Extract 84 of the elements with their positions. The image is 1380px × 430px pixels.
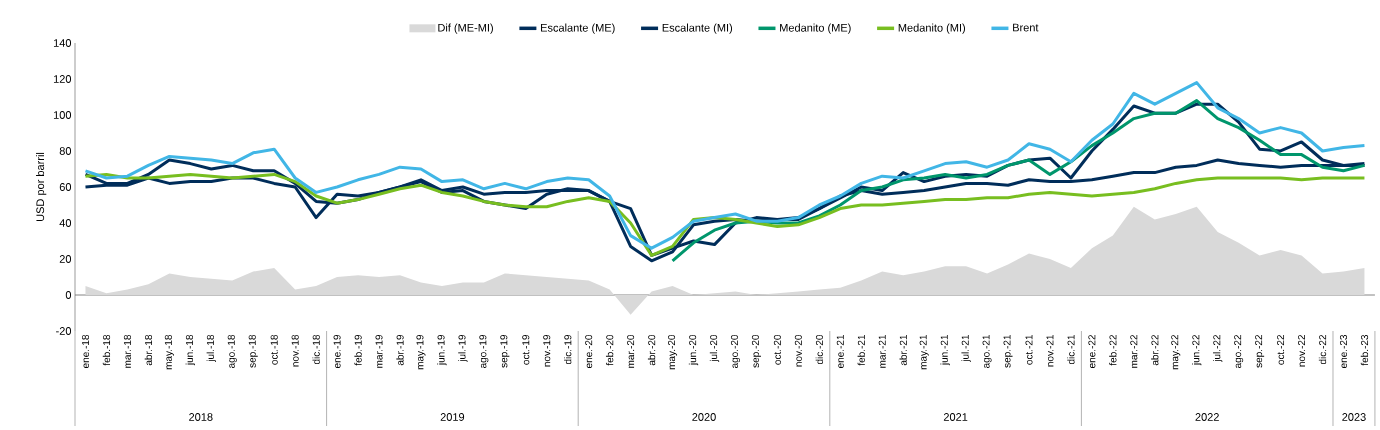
x-tick-label: dic.-18 xyxy=(312,334,320,365)
text: 2022 xyxy=(1195,413,1219,421)
legend-label: Medanito (ME) xyxy=(780,23,851,34)
x-tick-label: ene.-19 xyxy=(333,334,341,369)
x-tick-label: dic.-22 xyxy=(1318,335,1327,365)
x-tick-label: abr.-18 xyxy=(144,334,153,366)
text: 2020 xyxy=(692,413,716,421)
x-tick-label: jun.-20 xyxy=(688,334,699,366)
x-tick-label: mar.-22 xyxy=(1130,335,1138,368)
text: 2023 xyxy=(1342,413,1366,421)
x-tick-label: may.-18 xyxy=(164,334,174,370)
y-axis-title: USD por barril xyxy=(36,152,47,221)
x-tick-label: feb.-19 xyxy=(354,334,362,366)
y-tick-label: 120 xyxy=(53,75,72,83)
x-tick-label: oct.-18 xyxy=(270,334,278,365)
x-tick-label: jun.-21 xyxy=(940,335,950,366)
x-tick-label: jul.-19 xyxy=(458,334,468,363)
y-tick-label: 100 xyxy=(53,111,72,119)
x-tick-label: ago.-20 xyxy=(730,334,740,369)
y-tick-label: 40 xyxy=(59,219,72,227)
x-tick-label: ago.-18 xyxy=(227,334,237,369)
x-tick-label: nov.-18 xyxy=(291,334,299,367)
x-tick-label: mar.-18 xyxy=(123,334,131,368)
x-tick-label: ene.-23 xyxy=(1339,334,1348,369)
x-tick-label: jul.-21 xyxy=(961,335,971,363)
x-tick-label: nov.-22 xyxy=(1298,335,1306,367)
x-tick-label: may.-20 xyxy=(668,334,678,370)
legend-label: Escalante (MI) xyxy=(662,23,733,34)
legend-label: Escalante (ME) xyxy=(541,23,615,34)
legend-label: Brent xyxy=(1013,23,1039,32)
x-tick-label: mar.-20 xyxy=(627,334,635,368)
x-tick-label: mar.-19 xyxy=(375,334,383,368)
x-tick-label: sep.-19 xyxy=(500,334,510,368)
x-tick-label: may.-19 xyxy=(416,334,426,370)
x-tick-label: dic.-19 xyxy=(564,334,572,365)
x-tick-label: abr.-22 xyxy=(1151,335,1159,366)
x-tick-label: ene.-21 xyxy=(836,335,844,369)
x-tick-label: feb.-22 xyxy=(1109,335,1117,366)
x-tick-label: jun.-18 xyxy=(185,334,195,366)
x-tick-label: jul.-20 xyxy=(709,334,720,363)
text: 2018 xyxy=(189,413,213,421)
y-tick-label: 20 xyxy=(59,255,72,263)
legend-label: Dif (ME-MI) xyxy=(438,23,493,34)
x-tick-label: sep.-18 xyxy=(248,334,258,368)
y-tick-label: 0 xyxy=(65,291,72,299)
x-tick-label: ene.-18 xyxy=(81,334,90,369)
y-tick-label: 80 xyxy=(59,147,72,155)
x-tick-label: abr.-20 xyxy=(647,334,656,366)
x-tick-label: oct.-22 xyxy=(1277,335,1285,365)
x-tick-label: feb.-18 xyxy=(102,334,111,366)
y-tick-label: 60 xyxy=(59,183,72,191)
x-tick-label: dic.-20 xyxy=(815,334,823,365)
x-tick-label: ene.-22 xyxy=(1088,335,1096,369)
x-tick-label: oct.-20 xyxy=(773,334,781,365)
text: 2021 xyxy=(943,413,968,421)
x-tick-label: dic.-21 xyxy=(1067,335,1075,365)
x-tick-label: abr.-19 xyxy=(396,334,404,366)
x-tick-label: feb.-20 xyxy=(605,334,614,366)
x-tick-label: ago.-19 xyxy=(479,334,489,369)
text: 2019 xyxy=(440,413,465,421)
x-tick-label: feb.-21 xyxy=(857,335,865,366)
x-tick-label: jul.-18 xyxy=(206,334,216,363)
x-tick-label: may.-22 xyxy=(1171,335,1181,370)
x-tick-label: sep.-20 xyxy=(751,334,761,368)
x-tick-label: mar.-21 xyxy=(878,335,886,368)
x-tick-label: jul.-22 xyxy=(1213,335,1223,363)
x-tick-label: nov.-20 xyxy=(794,334,802,367)
legend-label: Medanito (MI) xyxy=(898,23,966,34)
x-tick-label: jun.-19 xyxy=(437,334,447,366)
y-tick-label: -20 xyxy=(56,327,72,335)
x-tick-label: feb.-23 xyxy=(1360,334,1369,366)
x-tick-label: nov.-21 xyxy=(1046,335,1054,367)
x-tick-label: sep.-22 xyxy=(1255,335,1265,368)
x-tick-label: ago.-21 xyxy=(982,335,992,369)
x-tick-label: ago.-22 xyxy=(1234,335,1244,369)
x-tick-label: oct.-21 xyxy=(1025,335,1033,365)
x-tick-label: nov.-19 xyxy=(543,334,551,367)
x-tick-label: ene.-20 xyxy=(585,334,593,369)
x-tick-label: oct.-19 xyxy=(522,334,530,365)
x-tick-label: may.-21 xyxy=(919,335,929,370)
x-tick-label: abr.-21 xyxy=(899,335,907,366)
x-tick-label: jun.-22 xyxy=(1192,335,1202,366)
x-tick-label: sep.-21 xyxy=(1003,335,1013,368)
y-tick-label: 140 xyxy=(53,39,72,47)
